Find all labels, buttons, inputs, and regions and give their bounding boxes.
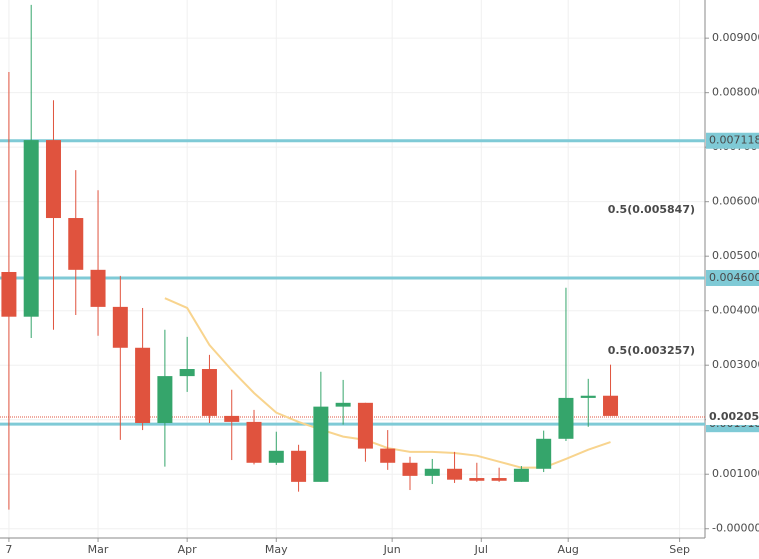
candle-body xyxy=(291,450,307,482)
fib-label: 0.5(0.003257) xyxy=(608,344,695,357)
candle-body xyxy=(491,478,507,481)
candle-body xyxy=(246,421,262,463)
candle-body xyxy=(68,218,84,270)
y-tick-label: 0.009000 xyxy=(712,31,759,44)
x-tick-label: Apr xyxy=(178,543,198,556)
candle-body xyxy=(135,347,151,423)
x-tick-label: Aug xyxy=(557,543,578,556)
candle-body xyxy=(157,376,173,423)
candle-body xyxy=(313,406,329,482)
candle-body xyxy=(45,140,61,219)
candle-body xyxy=(23,140,39,317)
candle-body xyxy=(201,369,217,416)
candle-body xyxy=(224,415,240,422)
candle-body xyxy=(447,468,463,480)
candle-body xyxy=(1,271,17,317)
candle-body xyxy=(90,269,106,307)
price-label-box xyxy=(706,408,759,425)
x-tick-label: Jun xyxy=(383,543,401,556)
candle-body xyxy=(424,468,440,476)
x-tick-label: Sep xyxy=(669,543,690,556)
candle-body xyxy=(558,397,574,439)
fib-label: 0.5(0.005847) xyxy=(608,203,695,216)
candle-body xyxy=(580,395,596,398)
price-label: 0.007118 xyxy=(709,134,759,147)
x-tick-label: 7 xyxy=(5,543,12,556)
candle-body xyxy=(469,478,485,481)
candle-body xyxy=(335,402,351,407)
candle-body xyxy=(402,462,418,476)
candle-body xyxy=(513,468,529,482)
candle-body xyxy=(603,395,619,416)
candle-body xyxy=(268,450,284,463)
price-label: 0.004600 xyxy=(709,271,759,284)
candle-body xyxy=(357,402,373,449)
price-label-box xyxy=(706,269,759,286)
candle-body xyxy=(380,448,396,463)
candle-body xyxy=(112,306,128,348)
candle-body xyxy=(179,369,195,377)
price-label-box xyxy=(706,132,759,149)
x-tick-label: Jul xyxy=(474,543,488,556)
x-tick-label: May xyxy=(265,543,288,556)
candle-body xyxy=(536,438,552,469)
x-tick-label: Mar xyxy=(88,543,109,556)
